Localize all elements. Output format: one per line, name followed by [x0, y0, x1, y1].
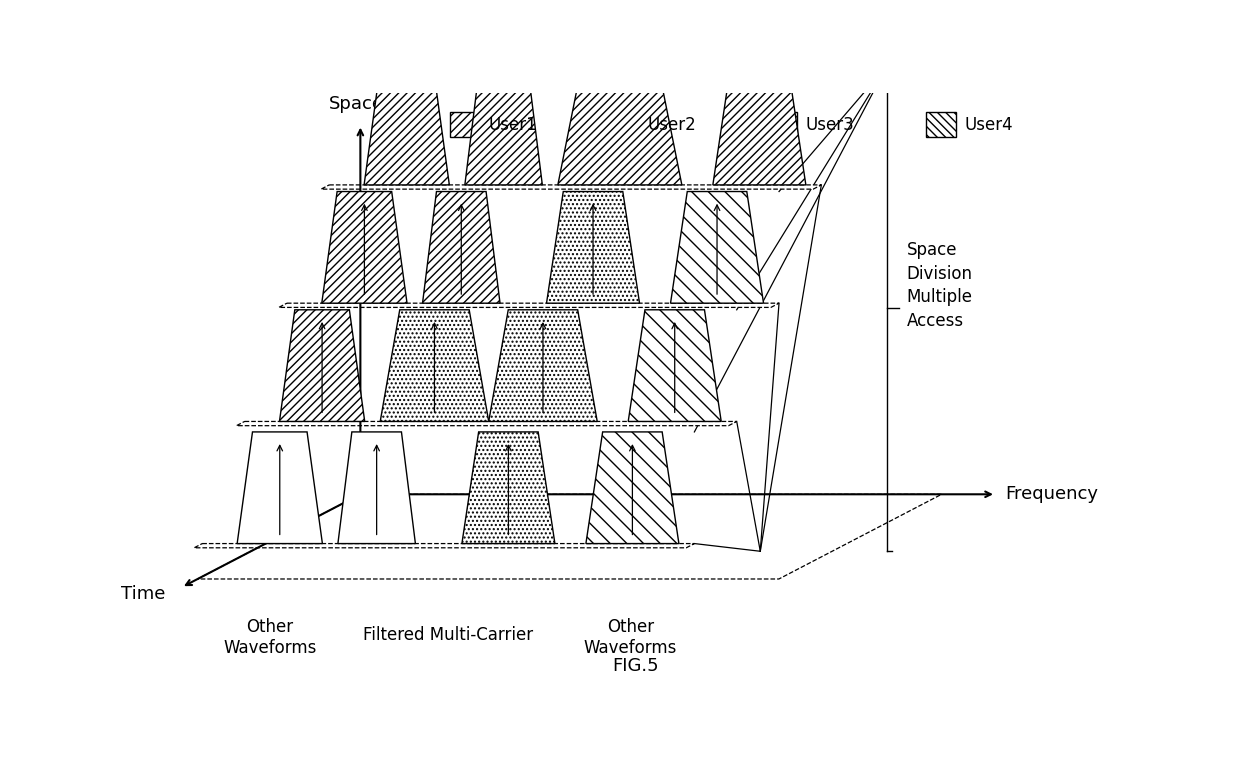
Text: User4: User4: [965, 116, 1013, 133]
FancyBboxPatch shape: [926, 113, 956, 137]
Text: Other
Waveforms: Other Waveforms: [223, 618, 316, 656]
Text: User1: User1: [489, 116, 537, 133]
Polygon shape: [465, 73, 542, 185]
Polygon shape: [423, 192, 500, 303]
Text: Other
Waveforms: Other Waveforms: [584, 618, 677, 656]
Polygon shape: [321, 192, 407, 303]
Polygon shape: [629, 310, 722, 421]
Text: Space
Division
Multiple
Access: Space Division Multiple Access: [906, 241, 972, 330]
Text: Filtered Multi-Carrier: Filtered Multi-Carrier: [363, 625, 533, 643]
Text: User3: User3: [806, 116, 854, 133]
Polygon shape: [547, 192, 640, 303]
Polygon shape: [279, 310, 365, 421]
Polygon shape: [237, 432, 322, 543]
Polygon shape: [237, 421, 737, 426]
Text: User2: User2: [647, 116, 696, 133]
Text: Time: Time: [122, 584, 166, 603]
Text: Space: Space: [329, 95, 384, 113]
Polygon shape: [321, 185, 821, 189]
Polygon shape: [337, 432, 415, 543]
Text: FIG.5: FIG.5: [613, 657, 658, 675]
FancyBboxPatch shape: [768, 113, 796, 137]
Polygon shape: [558, 73, 682, 185]
Polygon shape: [279, 303, 779, 307]
Polygon shape: [671, 192, 764, 303]
Polygon shape: [585, 432, 680, 543]
FancyBboxPatch shape: [609, 113, 637, 137]
Text: Frequency: Frequency: [1006, 485, 1099, 504]
Polygon shape: [713, 73, 806, 185]
Polygon shape: [489, 310, 598, 421]
Polygon shape: [195, 543, 694, 548]
Polygon shape: [365, 73, 449, 185]
Polygon shape: [381, 310, 489, 421]
FancyBboxPatch shape: [449, 113, 479, 137]
Polygon shape: [461, 432, 556, 543]
